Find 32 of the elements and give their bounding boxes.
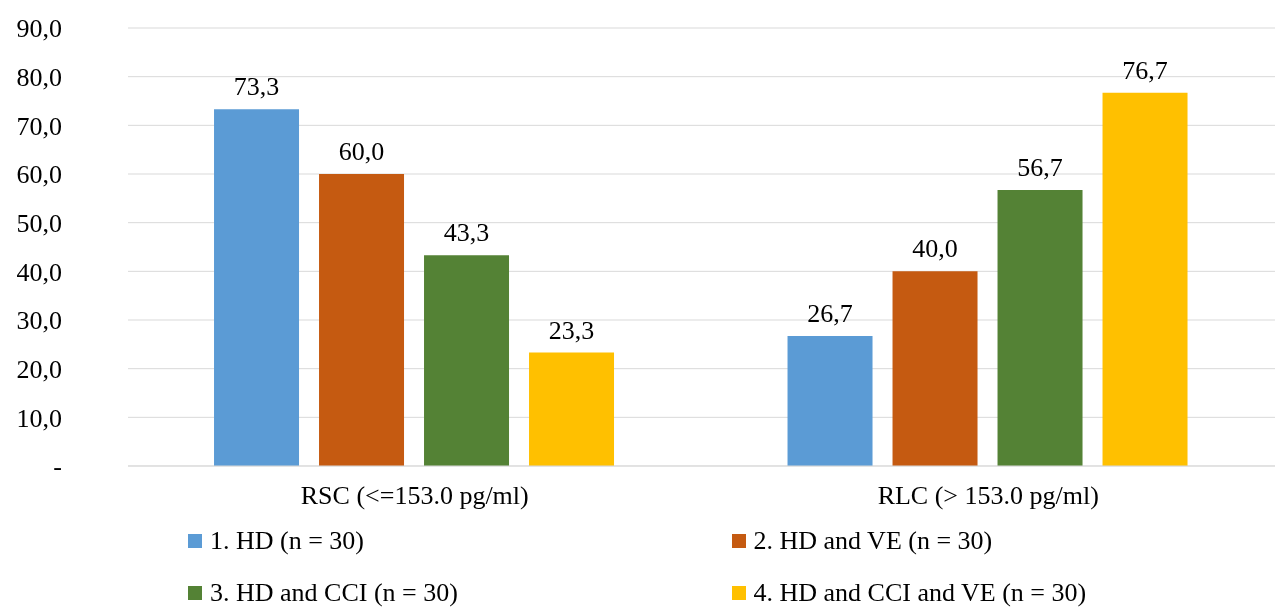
- y-tick-label: 40,0: [16, 257, 62, 287]
- bar: [214, 109, 300, 466]
- x-tick-label: RLC (> 153.0 pg/ml): [877, 481, 1099, 511]
- data-label: 73,3: [233, 72, 280, 102]
- y-tick-label: 90,0: [16, 14, 62, 44]
- bar: [787, 336, 873, 466]
- y-tick-label: 30,0: [16, 306, 62, 336]
- data-label: 56,7: [1017, 153, 1063, 183]
- y-tick-label: 70,0: [16, 111, 62, 141]
- legend-label: 1. HD (n = 30): [210, 526, 365, 556]
- legend-label: 4. HD and CCI and VE (n = 30): [753, 578, 1087, 608]
- legend-label: 2. HD and VE (n = 30): [753, 526, 993, 556]
- y-tick-label: -: [53, 452, 62, 482]
- bar: [1102, 92, 1188, 466]
- bar: [529, 352, 615, 466]
- bar: [997, 190, 1083, 466]
- legend-label: 3. HD and CCI (n = 30): [210, 578, 458, 608]
- y-tick-label: 80,0: [16, 62, 62, 92]
- bar: [424, 255, 510, 466]
- bar: [319, 174, 405, 466]
- data-label: 26,7: [807, 299, 853, 329]
- data-label: 43,3: [443, 218, 490, 248]
- x-tick-label: RSC (<=153.0 pg/ml): [300, 481, 529, 511]
- y-tick-label: 10,0: [16, 403, 62, 433]
- data-label: 40,0: [912, 234, 958, 264]
- y-tick-label: 50,0: [16, 208, 62, 238]
- y-tick-label: 60,0: [16, 160, 62, 190]
- y-tick-label: 20,0: [16, 354, 62, 384]
- data-label: 76,7: [1122, 55, 1168, 85]
- bar: [892, 271, 978, 466]
- data-label: 60,0: [338, 137, 385, 166]
- data-label: 23,3: [548, 315, 595, 345]
